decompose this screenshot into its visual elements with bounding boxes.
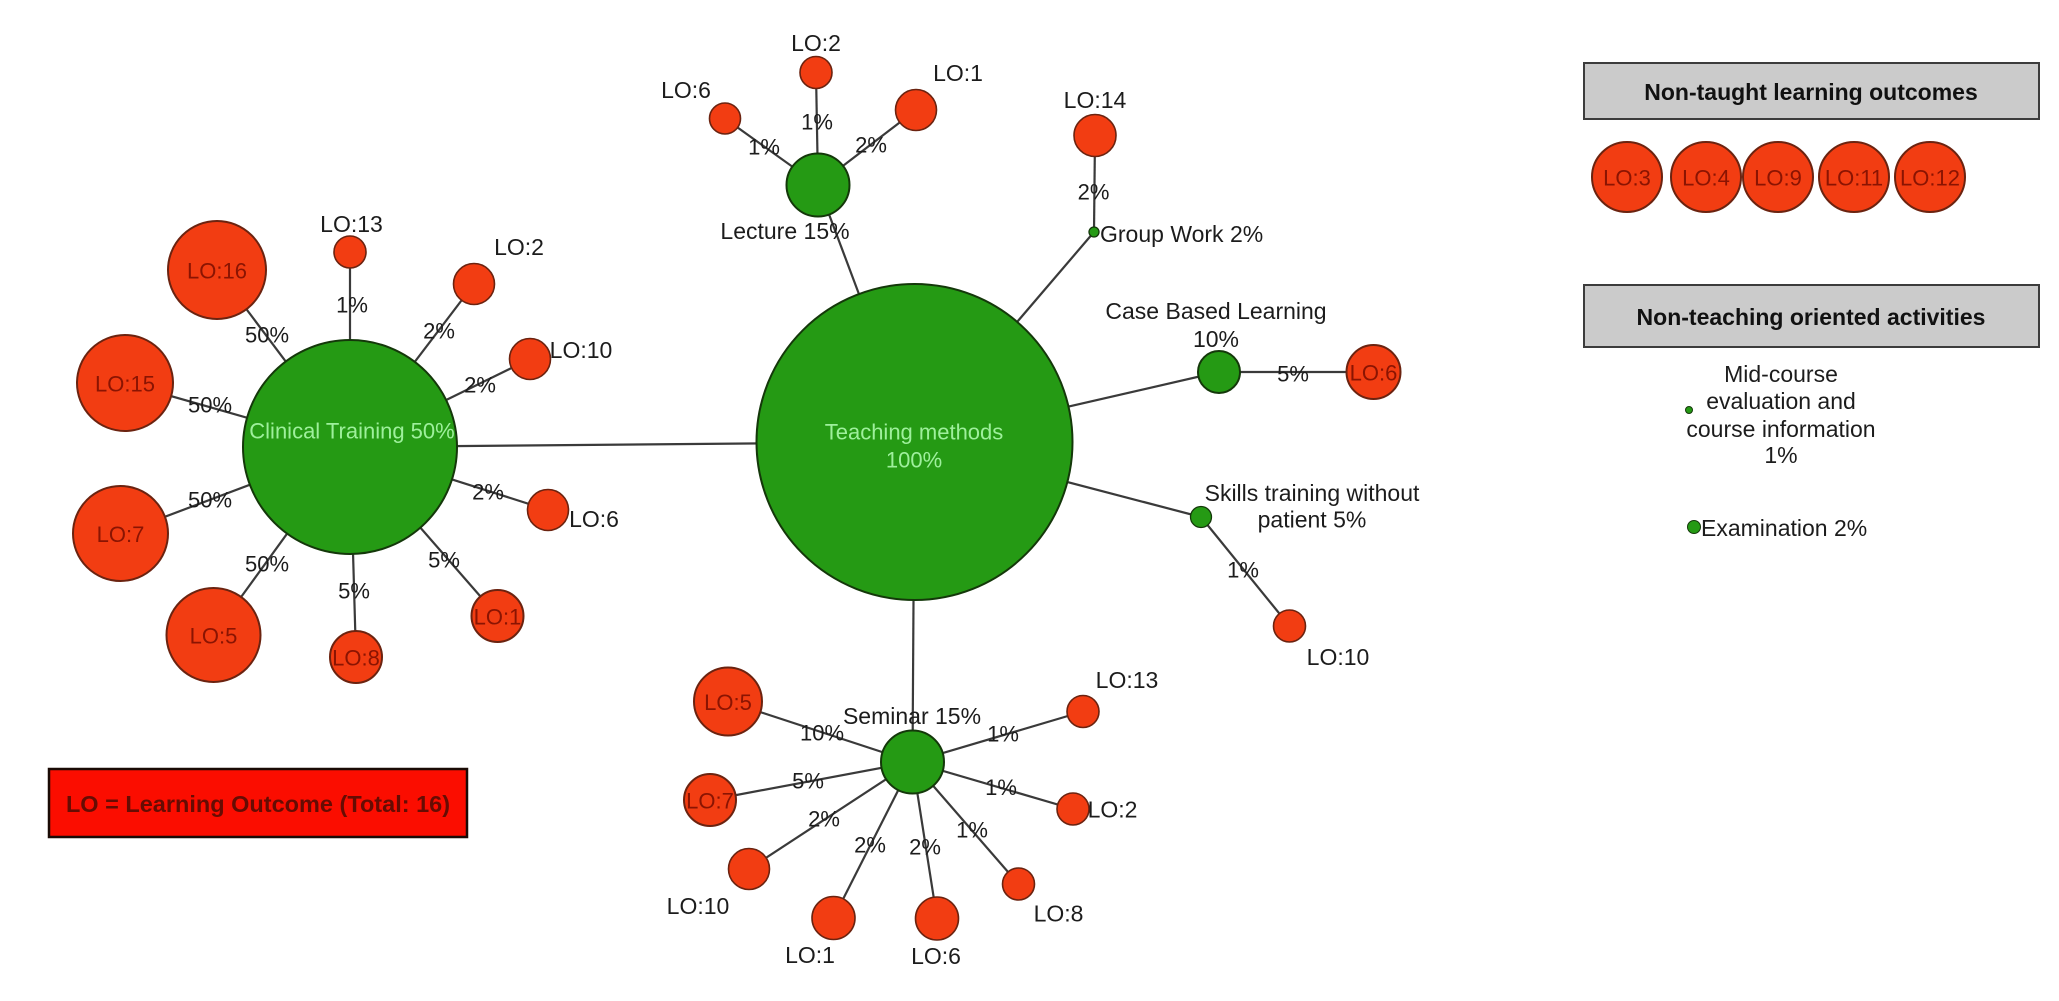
svg-text:5%: 5% [1277,362,1309,387]
svg-text:2%: 2% [464,373,496,398]
svg-text:1%: 1% [336,293,368,318]
svg-text:5%: 5% [338,579,370,604]
svg-text:50%: 50% [245,552,289,577]
svg-text:LO = Learning Outcome (Total:: LO = Learning Outcome (Total: 16) [66,791,450,817]
svg-text:LO:13: LO:13 [320,211,383,237]
svg-text:LO:1: LO:1 [785,942,835,968]
svg-text:2%: 2% [909,835,941,860]
svg-text:course information: course information [1686,416,1875,442]
svg-text:10%: 10% [1193,326,1239,352]
svg-text:LO:11: LO:11 [1825,166,1883,191]
svg-text:LO:8: LO:8 [332,646,380,671]
svg-text:Lecture 15%: Lecture 15% [720,218,849,244]
svg-text:5%: 5% [428,548,460,573]
svg-text:100%: 100% [886,448,942,473]
svg-text:LO:12: LO:12 [1900,166,1960,191]
svg-text:Mid-course: Mid-course [1724,361,1838,387]
svg-text:LO:6: LO:6 [1350,361,1398,386]
svg-text:LO:10: LO:10 [667,893,730,919]
svg-text:evaluation and: evaluation and [1706,388,1856,414]
svg-text:LO:4: LO:4 [1682,166,1730,191]
svg-text:LO:8: LO:8 [1034,901,1084,927]
svg-text:50%: 50% [188,393,232,418]
svg-text:patient 5%: patient 5% [1258,507,1367,533]
svg-text:1%: 1% [1227,558,1259,583]
svg-text:Non-taught learning outcomes: Non-taught learning outcomes [1644,79,1978,105]
svg-text:LO:3: LO:3 [1603,166,1651,191]
svg-text:5%: 5% [792,769,824,794]
svg-text:Group Work 2%: Group Work 2% [1100,221,1263,247]
svg-text:2%: 2% [854,833,886,858]
svg-text:1%: 1% [985,775,1017,800]
svg-text:1%: 1% [987,722,1019,747]
svg-text:LO:2: LO:2 [791,30,841,56]
svg-text:1%: 1% [801,110,833,135]
svg-text:LO:6: LO:6 [661,77,711,103]
svg-text:50%: 50% [245,323,289,348]
svg-text:10%: 10% [800,721,844,746]
svg-text:1%: 1% [1764,442,1797,468]
svg-text:LO:2: LO:2 [494,234,544,260]
svg-text:LO:16: LO:16 [187,259,247,284]
svg-text:2%: 2% [855,133,887,158]
svg-text:Seminar 15%: Seminar 15% [843,703,981,729]
svg-text:LO:13: LO:13 [1096,667,1159,693]
svg-text:2%: 2% [423,319,455,344]
svg-text:Non-teaching oriented activiti: Non-teaching oriented activities [1637,304,1986,330]
svg-text:Examination 2%: Examination 2% [1701,515,1867,541]
svg-text:LO:10: LO:10 [550,337,613,363]
svg-text:LO:5: LO:5 [704,690,752,715]
svg-text:Teaching methods: Teaching methods [825,420,1004,445]
svg-text:LO:7: LO:7 [686,789,734,814]
svg-text:2%: 2% [472,480,504,505]
svg-text:LO:2: LO:2 [1088,797,1138,823]
svg-text:LO:14: LO:14 [1064,87,1127,113]
svg-text:LO:7: LO:7 [97,522,145,547]
svg-text:LO:9: LO:9 [1754,166,1802,191]
svg-text:50%: 50% [188,488,232,513]
svg-text:Skills training without: Skills training without [1205,480,1420,506]
svg-text:LO:1: LO:1 [474,605,522,630]
svg-text:Clinical Training 50%: Clinical Training 50% [249,419,454,444]
svg-text:LO:6: LO:6 [911,943,961,969]
svg-text:LO:5: LO:5 [190,624,238,649]
svg-text:2%: 2% [808,807,840,832]
svg-text:LO:15: LO:15 [95,372,155,397]
svg-text:1%: 1% [748,135,780,160]
svg-text:LO:10: LO:10 [1307,644,1370,670]
svg-text:LO:1: LO:1 [933,60,983,86]
svg-text:1%: 1% [956,818,988,843]
svg-text:LO:6: LO:6 [569,506,619,532]
svg-text:2%: 2% [1078,180,1110,205]
svg-text:Case Based Learning: Case Based Learning [1105,298,1326,324]
